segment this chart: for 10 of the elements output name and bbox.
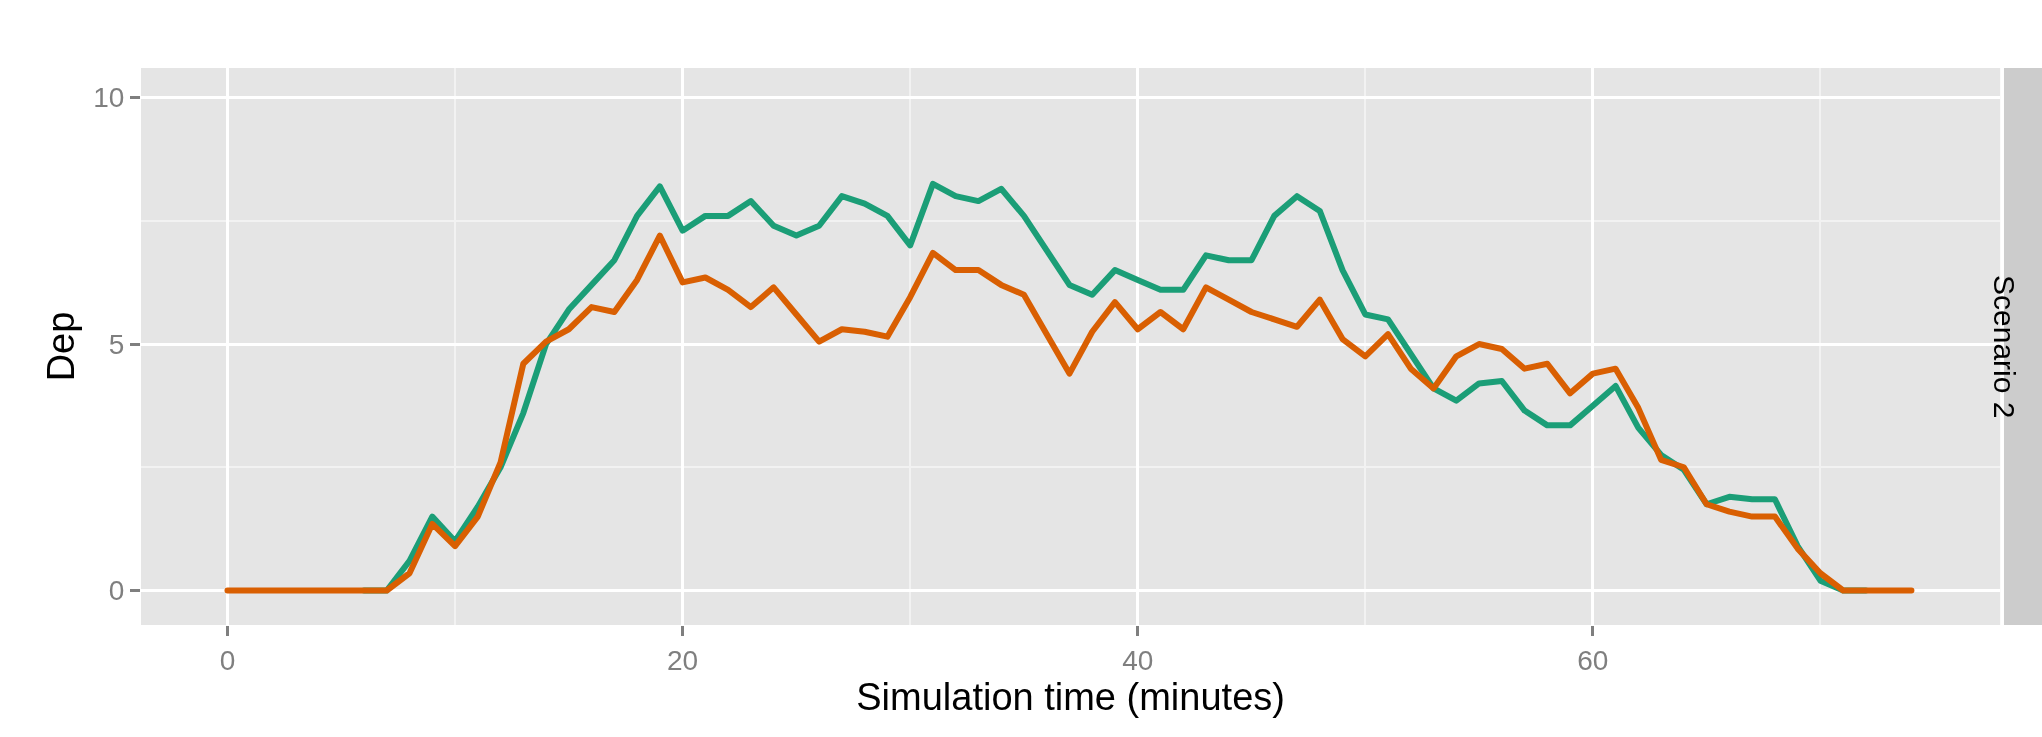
x-tick-label: 40: [1122, 644, 1154, 676]
x-tick-label: 20: [667, 644, 699, 676]
x-axis-title: Simulation time (minutes): [856, 675, 1285, 718]
y-tick-label: 10: [93, 82, 125, 114]
annotation: Scenario 2: [1987, 275, 2021, 419]
y-tick-label: 0: [108, 575, 125, 607]
x-tick-label: 60: [1577, 644, 1609, 676]
y-tick-label: 5: [108, 328, 125, 360]
x-tick-label: 0: [219, 644, 236, 676]
y-axis-title: Dep: [40, 311, 83, 382]
